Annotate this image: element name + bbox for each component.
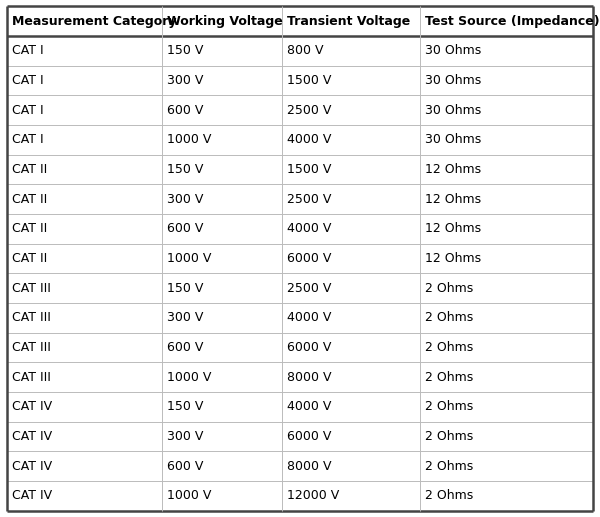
Text: Working Voltage: Working Voltage (167, 14, 283, 27)
Text: CAT IV: CAT IV (12, 430, 52, 443)
Text: 300 V: 300 V (167, 193, 203, 206)
Text: 6000 V: 6000 V (287, 252, 332, 265)
Text: 30 Ohms: 30 Ohms (425, 133, 481, 146)
Text: 1000 V: 1000 V (167, 490, 212, 503)
Text: CAT II: CAT II (12, 222, 47, 235)
Text: CAT I: CAT I (12, 133, 44, 146)
Text: 150 V: 150 V (167, 44, 203, 57)
Text: 150 V: 150 V (167, 400, 203, 414)
Text: 6000 V: 6000 V (287, 341, 332, 354)
Text: CAT I: CAT I (12, 103, 44, 117)
Text: CAT III: CAT III (12, 311, 51, 324)
Text: CAT I: CAT I (12, 44, 44, 57)
Text: CAT II: CAT II (12, 193, 47, 206)
Text: 150 V: 150 V (167, 163, 203, 176)
Text: 800 V: 800 V (287, 44, 324, 57)
Text: CAT IV: CAT IV (12, 400, 52, 414)
Text: 2 Ohms: 2 Ohms (425, 311, 473, 324)
Text: Measurement Category: Measurement Category (12, 14, 176, 27)
Text: 2 Ohms: 2 Ohms (425, 490, 473, 503)
Text: CAT II: CAT II (12, 163, 47, 176)
Text: 2 Ohms: 2 Ohms (425, 460, 473, 473)
Text: 12 Ohms: 12 Ohms (425, 222, 481, 235)
Text: 4000 V: 4000 V (287, 222, 332, 235)
Text: 2 Ohms: 2 Ohms (425, 341, 473, 354)
Text: CAT IV: CAT IV (12, 460, 52, 473)
Text: CAT IV: CAT IV (12, 490, 52, 503)
Text: 8000 V: 8000 V (287, 371, 332, 384)
Text: Test Source (Impedance): Test Source (Impedance) (425, 14, 599, 27)
Text: CAT I: CAT I (12, 74, 44, 87)
Text: 12 Ohms: 12 Ohms (425, 163, 481, 176)
Text: 8000 V: 8000 V (287, 460, 332, 473)
Text: CAT III: CAT III (12, 371, 51, 384)
Text: 300 V: 300 V (167, 430, 203, 443)
Text: Transient Voltage: Transient Voltage (287, 14, 410, 27)
Text: CAT II: CAT II (12, 252, 47, 265)
Text: 2 Ohms: 2 Ohms (425, 282, 473, 295)
Text: 2 Ohms: 2 Ohms (425, 371, 473, 384)
Text: 1000 V: 1000 V (167, 252, 212, 265)
Text: CAT III: CAT III (12, 282, 51, 295)
Text: CAT III: CAT III (12, 341, 51, 354)
Text: 2 Ohms: 2 Ohms (425, 400, 473, 414)
Text: 4000 V: 4000 V (287, 311, 332, 324)
Text: 2500 V: 2500 V (287, 103, 332, 117)
Text: 300 V: 300 V (167, 311, 203, 324)
Text: 4000 V: 4000 V (287, 400, 332, 414)
Text: 1500 V: 1500 V (287, 163, 332, 176)
Text: 600 V: 600 V (167, 222, 203, 235)
Text: 2 Ohms: 2 Ohms (425, 430, 473, 443)
Text: 6000 V: 6000 V (287, 430, 332, 443)
Text: 2500 V: 2500 V (287, 193, 332, 206)
Text: 4000 V: 4000 V (287, 133, 332, 146)
Text: 30 Ohms: 30 Ohms (425, 74, 481, 87)
Text: 12 Ohms: 12 Ohms (425, 193, 481, 206)
Text: 30 Ohms: 30 Ohms (425, 103, 481, 117)
Text: 1000 V: 1000 V (167, 133, 212, 146)
Text: 300 V: 300 V (167, 74, 203, 87)
Text: 12000 V: 12000 V (287, 490, 340, 503)
Text: 600 V: 600 V (167, 341, 203, 354)
Text: 30 Ohms: 30 Ohms (425, 44, 481, 57)
Text: 600 V: 600 V (167, 103, 203, 117)
Text: 12 Ohms: 12 Ohms (425, 252, 481, 265)
Text: 150 V: 150 V (167, 282, 203, 295)
Text: 1500 V: 1500 V (287, 74, 332, 87)
Text: 1000 V: 1000 V (167, 371, 212, 384)
Text: 2500 V: 2500 V (287, 282, 332, 295)
Text: 600 V: 600 V (167, 460, 203, 473)
